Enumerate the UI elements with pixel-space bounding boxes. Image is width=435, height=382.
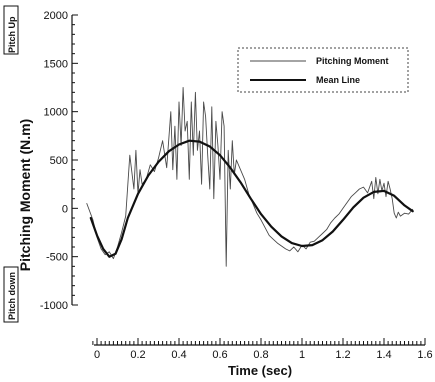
legend-box (237, 47, 409, 93)
y-axis-title: Pitching Moment (N.m) (17, 119, 33, 271)
x-tick-label: 0.8 (253, 349, 268, 361)
pitch-up-box (3, 5, 19, 55)
mean-line-series (89, 139, 414, 258)
y-tick-label: -500 (46, 252, 68, 264)
x-tick-label: 0.6 (212, 349, 227, 361)
x-tick-label: 0.2 (130, 349, 145, 361)
x-tick-label: 1.4 (376, 349, 391, 361)
series-layer (86, 87, 414, 267)
x-tick-label: 1.6 (417, 349, 432, 361)
legend-label-pitching-moment: Pitching Moment (316, 56, 389, 66)
x-tick-label: 0 (94, 349, 100, 361)
y-tick-label: 1000 (44, 107, 68, 119)
y-tick-label: 500 (50, 155, 68, 167)
pitch-down-text: Pitch down (7, 272, 17, 320)
y-tick-label: -1000 (40, 300, 68, 312)
pitch-up-label: Pitch Up (3, 5, 19, 55)
pitch-down-box (3, 266, 19, 323)
x-axis-title: Time (sec) (228, 363, 292, 378)
y-axis: 2000 1500 1000 500 0 -500 -1000 (40, 10, 78, 312)
legend: Pitching Moment Mean Line (237, 47, 409, 93)
y-tick-label: 0 (62, 203, 68, 215)
x-axis: 0 0.2 0.4 0.6 0.8 1 1.2 1.4 1.6 (92, 338, 433, 361)
y-tick-label: 2000 (44, 10, 68, 22)
pitch-up-text: Pitch Up (7, 16, 17, 53)
x-tick-label: 1.2 (335, 349, 350, 361)
pitch-down-label: Pitch down (3, 266, 19, 323)
pitching-moment-series (86, 87, 414, 267)
x-tick-label: 1 (299, 349, 305, 361)
legend-label-mean-line: Mean Line (316, 75, 360, 85)
x-tick-label: 0.4 (171, 349, 186, 361)
y-tick-label: 1500 (44, 58, 68, 70)
